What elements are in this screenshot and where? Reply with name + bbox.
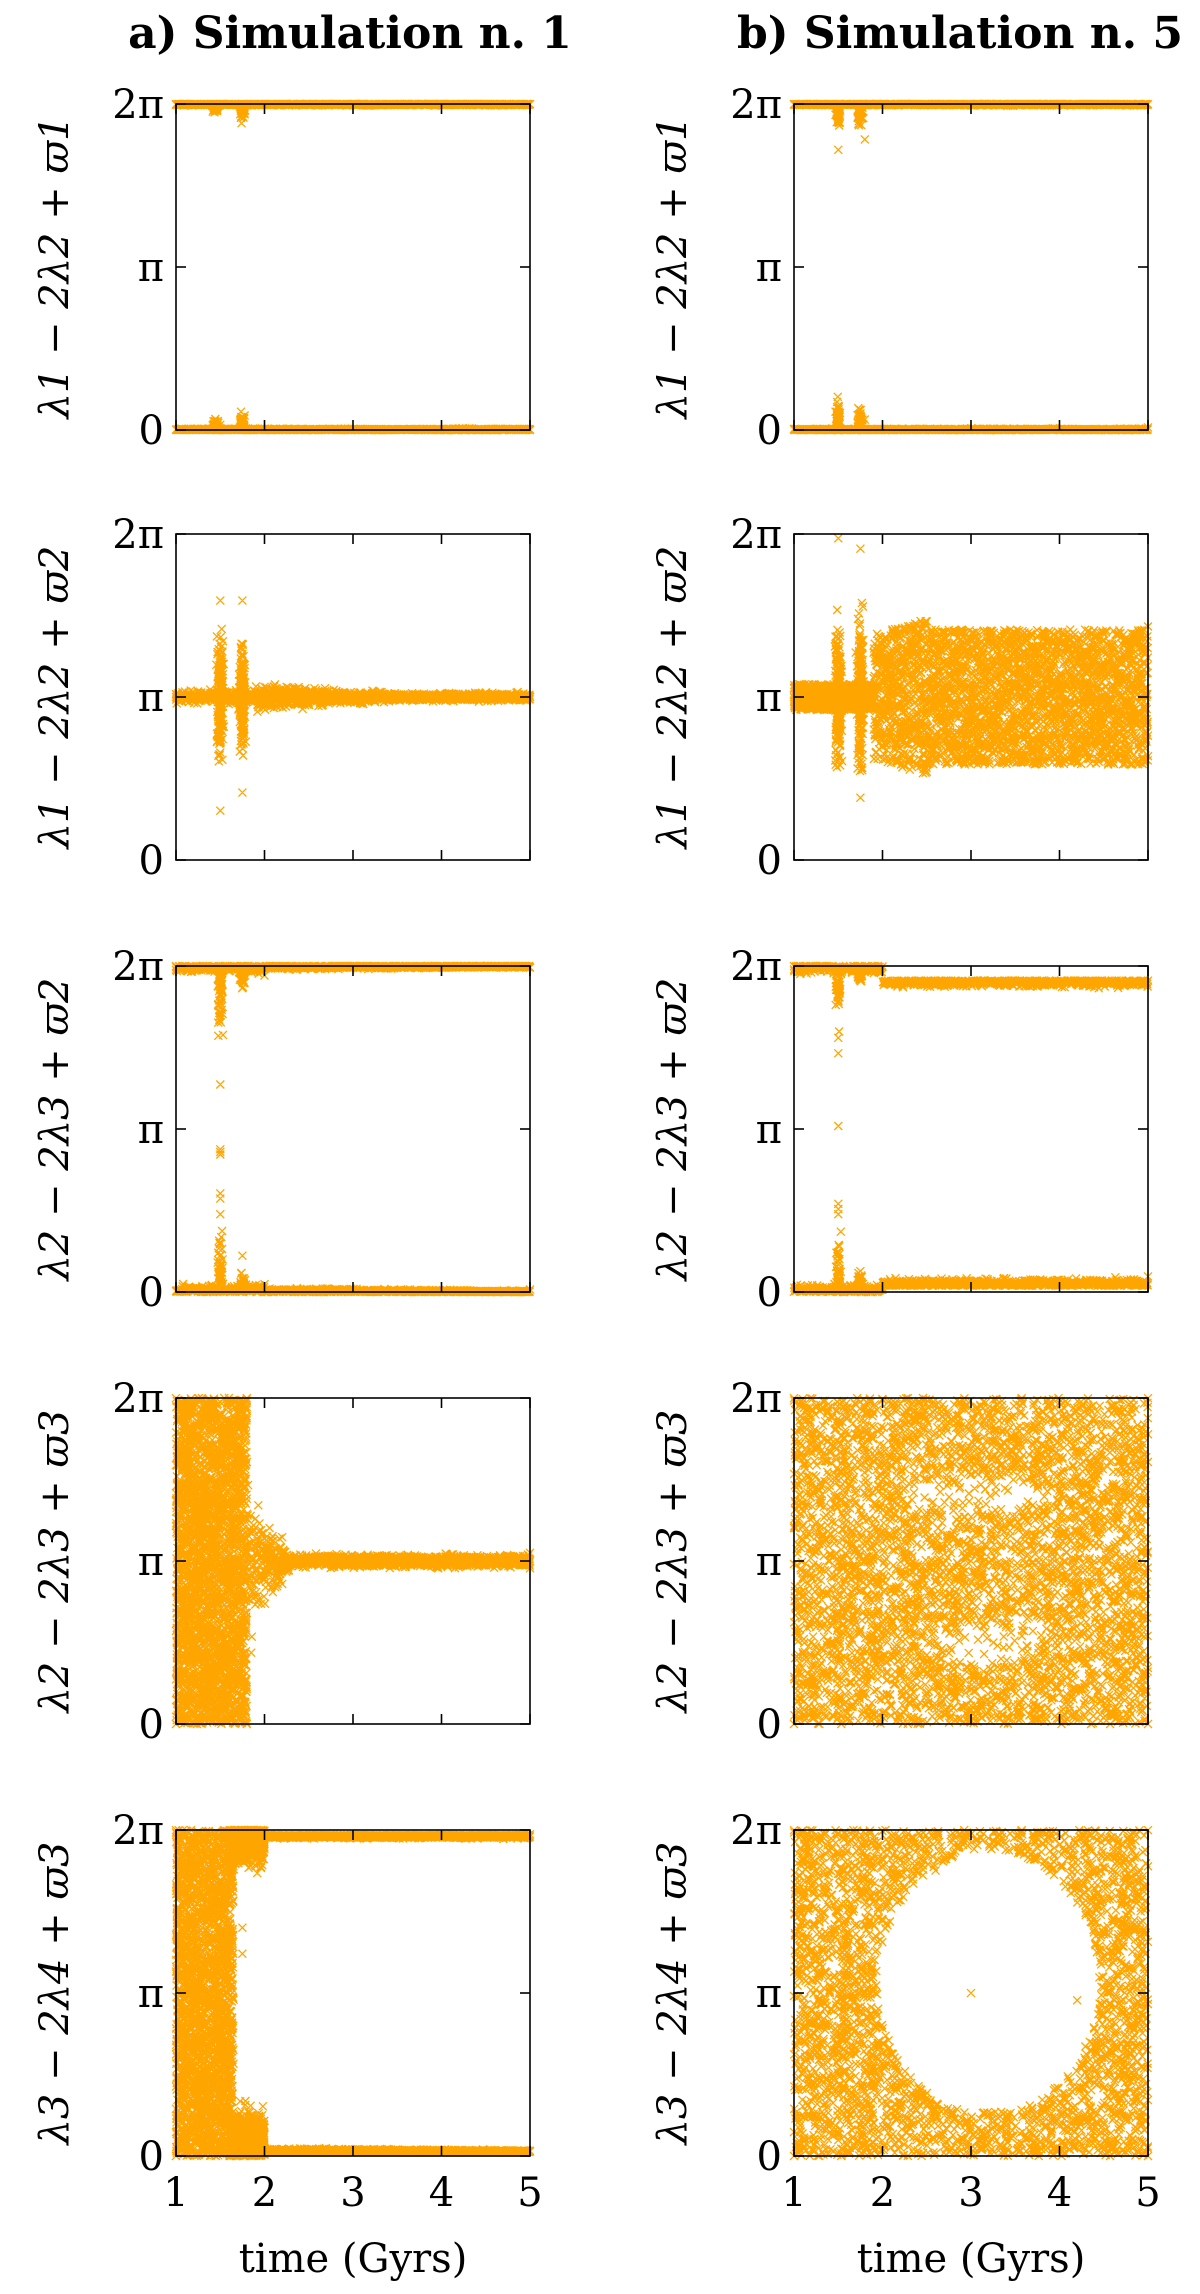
x-tick-label: 4: [429, 2170, 454, 2216]
scatter-series: [171, 99, 535, 435]
x-tick-label: 2: [870, 2170, 895, 2216]
x-axis-label: time (Gyrs): [239, 2236, 468, 2282]
y-tick-label: 2π: [730, 82, 782, 128]
column-title-a: a) Simulation n. 1: [128, 8, 572, 59]
y-tick-label: 0: [139, 1270, 164, 1316]
scatter-series: [789, 961, 1153, 1297]
panel-b-row-2: 0 π 2π λ1 − 2λ2 + ϖ2: [650, 512, 1153, 884]
y-axis-label: λ1 − 2λ2 + ϖ1: [32, 115, 78, 420]
y-tick-label: 0: [139, 2134, 164, 2180]
x-tick-label: 5: [517, 2170, 542, 2216]
y-tick-label: 2π: [112, 1808, 164, 1854]
y-tick-label: 0: [757, 838, 782, 884]
panel-a-row-4: 0 π 2π λ2 − 2λ3 + ϖ3: [32, 1376, 535, 1748]
y-tick-label: π: [756, 1971, 782, 2017]
y-tick-label: 2π: [112, 512, 164, 558]
y-tick-label: 0: [139, 838, 164, 884]
x-tick-label: 3: [958, 2170, 983, 2216]
scatter-series: [789, 533, 1153, 803]
y-tick-label: π: [756, 245, 782, 291]
panel-b-row-4: 0 π 2π λ2 − 2λ3 + ϖ3: [650, 1376, 1153, 1748]
y-tick-label: 2π: [112, 1376, 164, 1422]
scatter-series: [171, 1825, 535, 2161]
y-tick-label: π: [138, 1107, 164, 1153]
column-title-b: b) Simulation n. 5: [737, 8, 1183, 59]
y-axis-label: λ2 − 2λ3 + ϖ3: [32, 1409, 78, 1714]
y-tick-label: 0: [139, 1702, 164, 1748]
y-tick-label: 2π: [730, 944, 782, 990]
scatter-series: [789, 1393, 1153, 1729]
panel-b-row-1: 0 π 2π λ1 − 2λ2 + ϖ1: [650, 82, 1153, 454]
y-tick-label: π: [138, 675, 164, 721]
panel-a-row-1: 0 π 2π λ1 − 2λ2 + ϖ1: [32, 82, 535, 454]
scatter-series: [171, 961, 535, 1297]
y-tick-label: π: [138, 1539, 164, 1585]
plot-frame: [175, 965, 531, 1293]
y-axis-label: λ3 − 2λ4 + ϖ3: [650, 1841, 696, 2146]
y-tick-label: 0: [757, 1270, 782, 1316]
x-tick-label: 1: [781, 2170, 806, 2216]
y-axis-label: λ1 − 2λ2 + ϖ2: [32, 545, 78, 850]
plot-frame: [793, 965, 1149, 1293]
y-tick-label: 0: [139, 408, 164, 454]
y-tick-label: 2π: [730, 1376, 782, 1422]
y-tick-label: 0: [757, 1702, 782, 1748]
y-tick-label: π: [138, 245, 164, 291]
x-tick-label: 4: [1047, 2170, 1072, 2216]
panel-a-row-5: 0 π 2π 1 2 3 4 5 λ3 − 2λ4 + ϖ3 time (Gyrs): [32, 1808, 543, 2282]
scatter-series: [171, 596, 535, 816]
y-axis-label: λ1 − 2λ2 + ϖ1: [650, 115, 696, 420]
panel-b-row-3: 0 π 2π λ2 − 2λ3 + ϖ2: [650, 944, 1153, 1316]
scatter-series: [789, 1825, 1153, 2161]
plot-frame: [793, 103, 1149, 431]
y-tick-label: 2π: [730, 1808, 782, 1854]
panel-a-row-2: 0 π 2π λ1 − 2λ2 + ϖ2: [32, 512, 535, 884]
y-axis-label: λ2 − 2λ3 + ϖ3: [650, 1409, 696, 1714]
y-axis-label: λ3 − 2λ4 + ϖ3: [32, 1841, 78, 2146]
y-tick-label: π: [138, 1971, 164, 2017]
panel-a-row-3: 0 π 2π λ2 − 2λ3 + ϖ2: [32, 944, 535, 1316]
x-tick-label: 1: [163, 2170, 188, 2216]
panel-b-row-5: 0 π 2π 1 2 3 4 5 λ3 − 2λ4 + ϖ3 time (Gyrs): [650, 1808, 1161, 2282]
y-tick-label: 2π: [730, 512, 782, 558]
y-tick-label: π: [756, 1107, 782, 1153]
scatter-series: [171, 1393, 535, 1729]
y-tick-label: 0: [757, 408, 782, 454]
y-axis-label: λ2 − 2λ3 + ϖ2: [650, 977, 696, 1282]
scatter-series: [789, 99, 1153, 435]
x-tick-label: 2: [252, 2170, 277, 2216]
plot-frame: [175, 103, 531, 431]
y-tick-label: 0: [757, 2134, 782, 2180]
y-tick-label: π: [756, 1539, 782, 1585]
x-axis-label: time (Gyrs): [857, 2236, 1086, 2282]
y-tick-label: π: [756, 675, 782, 721]
y-tick-label: 2π: [112, 944, 164, 990]
y-axis-label: λ1 − 2λ2 + ϖ2: [650, 545, 696, 850]
y-axis-label: λ2 − 2λ3 + ϖ2: [32, 977, 78, 1282]
x-tick-label: 3: [340, 2170, 365, 2216]
y-tick-label: 2π: [112, 82, 164, 128]
x-tick-label: 5: [1135, 2170, 1160, 2216]
